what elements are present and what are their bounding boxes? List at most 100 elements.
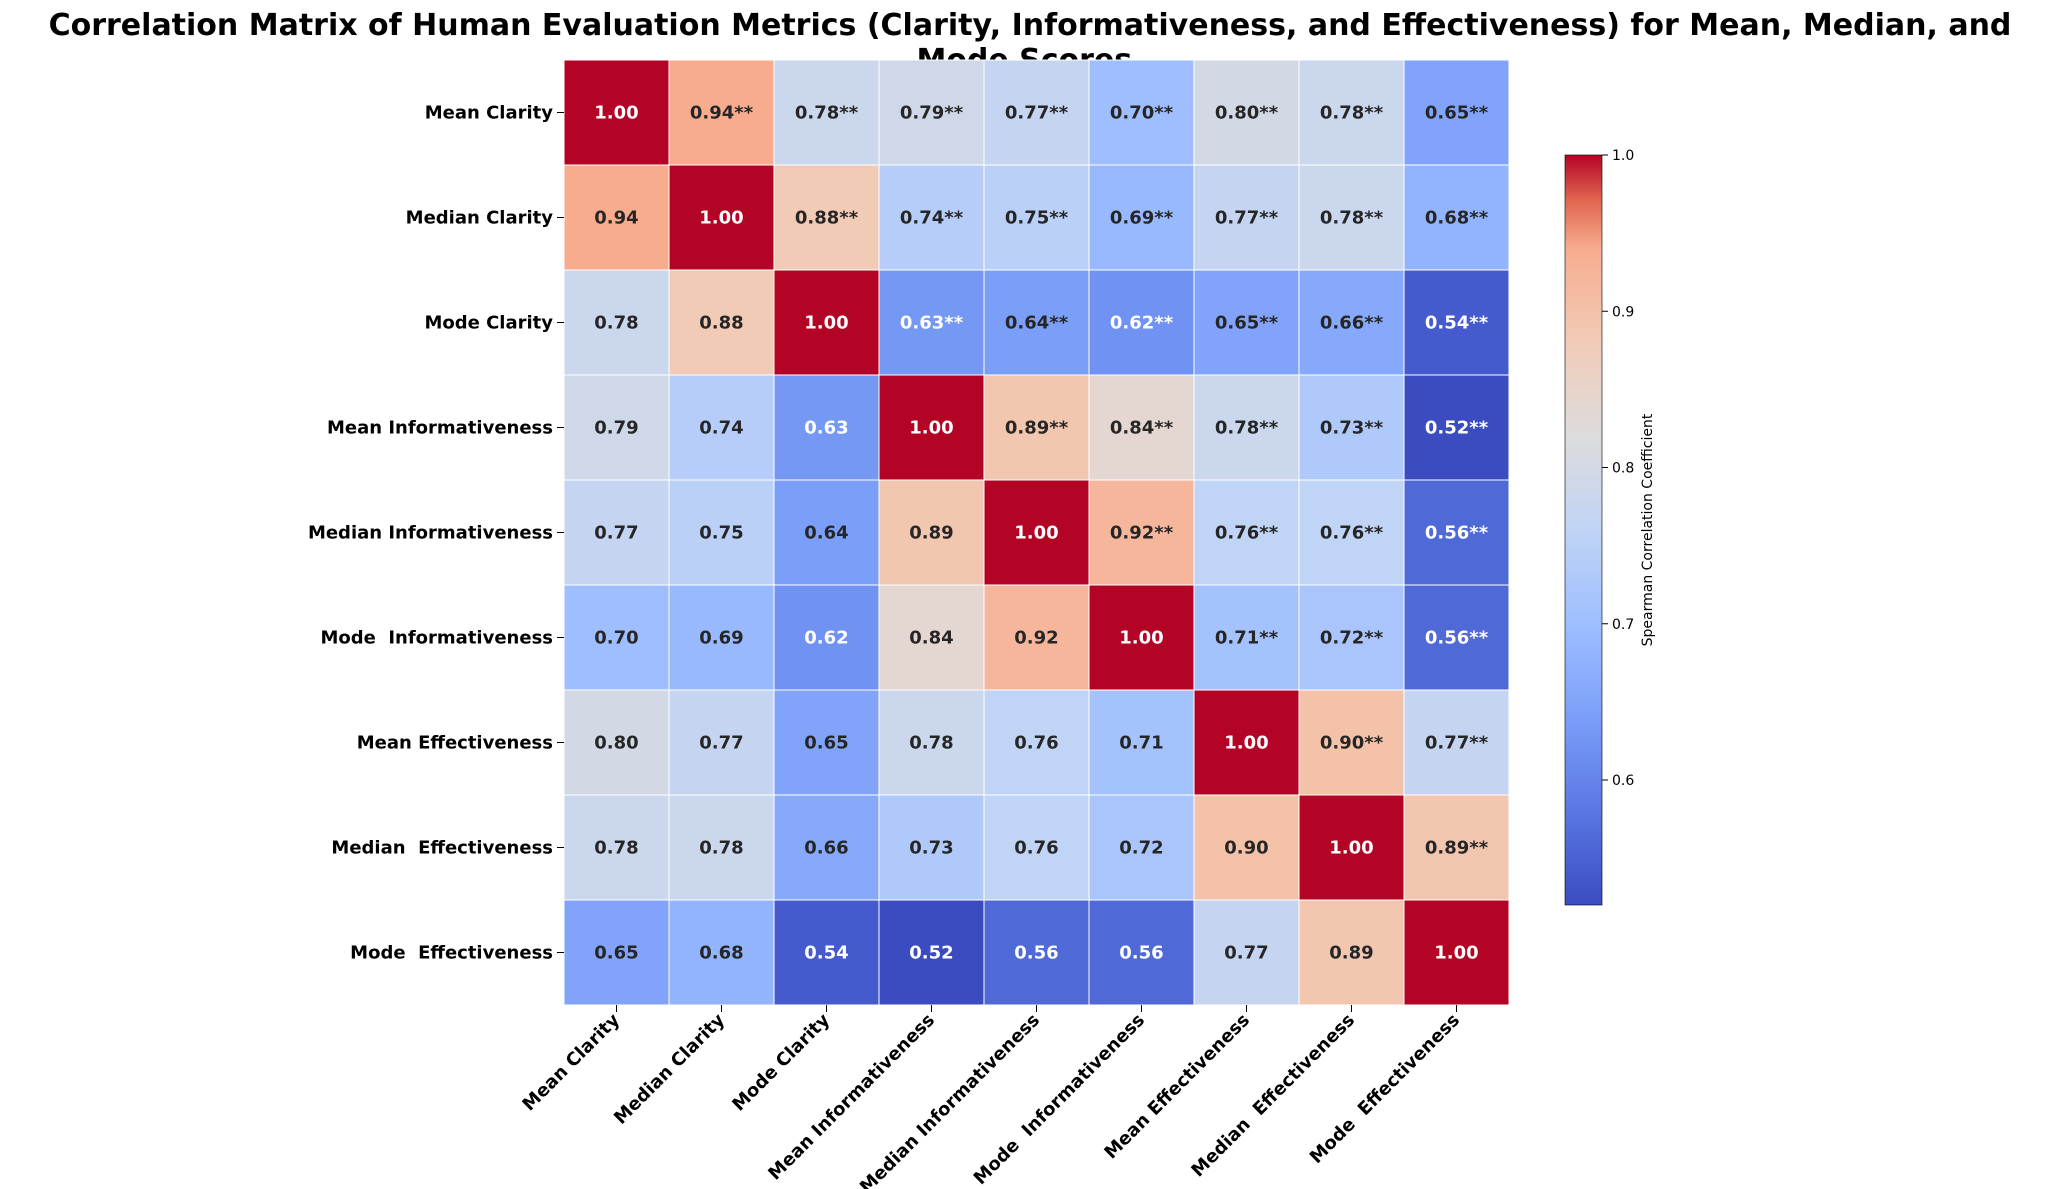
heatmap-cell xyxy=(773,374,880,481)
heatmap-cell-label: 0.52 xyxy=(909,943,953,964)
heatmap-cell xyxy=(563,794,670,901)
heatmap-cell-label: 0.75** xyxy=(1005,208,1069,229)
heatmap-cell xyxy=(878,689,985,796)
heatmap-cell-label: 0.78 xyxy=(594,838,638,859)
heatmap-cell xyxy=(773,689,880,796)
heatmap-cell-label: 0.77** xyxy=(1005,103,1069,124)
heatmap-cell-label: 0.66** xyxy=(1320,313,1384,334)
heatmap-cell xyxy=(1403,689,1510,796)
heatmap-cell-label: 1.00 xyxy=(1329,838,1373,859)
heatmap-cell xyxy=(1193,584,1300,691)
heatmap-cell xyxy=(1193,59,1300,166)
heatmap-cell-label: 0.89** xyxy=(1425,838,1489,859)
heatmap-cell-label: 0.84 xyxy=(909,628,953,649)
heatmap-cell-label: 0.62** xyxy=(1110,313,1174,334)
heatmap-cell-label: 0.89** xyxy=(1005,418,1069,439)
heatmap-cell xyxy=(983,584,1090,691)
heatmap-cell-label: 0.80 xyxy=(594,733,638,754)
y-tick-label: Median Informativeness xyxy=(308,523,553,544)
heatmap-cell-label: 0.77** xyxy=(1215,208,1279,229)
heatmap-cell xyxy=(1298,59,1405,166)
heatmap-cell-label: 0.75 xyxy=(699,523,743,544)
heatmap-cell xyxy=(1403,269,1510,376)
heatmap-cell xyxy=(563,689,670,796)
colorbar-label: Spearman Correlation Coefficient xyxy=(1640,413,1656,646)
heatmap-cell xyxy=(1088,374,1195,481)
heatmap-cell-label: 1.00 xyxy=(1014,523,1058,544)
heatmap-cell-label: 0.79 xyxy=(594,418,638,439)
y-axis-tick-labels: Mean Clarity Median Clarity Mode Clarity Me… xyxy=(308,103,564,964)
heatmap-cell-label: 0.94 xyxy=(594,208,638,229)
y-tick-label: Median Clarity xyxy=(406,208,554,229)
heatmap-cell-label: 0.80** xyxy=(1215,103,1279,124)
heatmap-cell xyxy=(1193,794,1300,901)
heatmap-cell-label: 1.00 xyxy=(594,103,638,124)
heatmap-cell xyxy=(1088,584,1195,691)
colorbar-tick-label: 0.8 xyxy=(1612,461,1634,477)
heatmap-cell xyxy=(1193,689,1300,796)
heatmap-cell xyxy=(1403,899,1510,1006)
heatmap-cell xyxy=(773,269,880,376)
heatmap-cell-label: 0.84** xyxy=(1110,418,1174,439)
heatmap-cell-label: 0.78 xyxy=(594,313,638,334)
heatmap-cell xyxy=(983,59,1090,166)
heatmap-cell xyxy=(563,164,670,271)
x-tick-label: Mode Informativeness xyxy=(970,1010,1149,1189)
heatmap-cell xyxy=(1298,374,1405,481)
y-tick-label: Mode Informativeness xyxy=(320,628,553,649)
heatmap-cell-label: 0.66 xyxy=(804,838,848,859)
heatmap-cell xyxy=(983,794,1090,901)
heatmap-cell xyxy=(1298,584,1405,691)
y-tick-label: Mean Clarity xyxy=(425,103,554,124)
heatmap-cell-label: 0.72 xyxy=(1119,838,1163,859)
heatmap-cell-label: 0.76** xyxy=(1320,523,1384,544)
heatmap-cell xyxy=(878,164,985,271)
colorbar-gradient xyxy=(1564,154,1603,906)
x-tick-label: Mean Informativeness xyxy=(764,1010,939,1185)
heatmap-cell-label: 0.74** xyxy=(900,208,964,229)
heatmap-cell xyxy=(1088,59,1195,166)
colorbar-tick-label: 0.6 xyxy=(1612,773,1634,789)
heatmap-cell xyxy=(563,479,670,586)
heatmap-cell-label: 0.64** xyxy=(1005,313,1069,334)
heatmap-cell xyxy=(563,374,670,481)
heatmap-cell-label: 0.89 xyxy=(1329,943,1373,964)
heatmap-cell-label: 1.00 xyxy=(1119,628,1163,649)
heatmap-cell xyxy=(983,479,1090,586)
heatmap-cell-label: 0.78** xyxy=(1320,103,1384,124)
heatmap-cell-label: 0.69 xyxy=(699,628,743,649)
heatmap-cell xyxy=(1403,794,1510,901)
heatmap-cell-label: 0.63 xyxy=(804,418,848,439)
colorbar-tick-label: 1.0 xyxy=(1612,148,1634,164)
colorbar-tick-label: 0.7 xyxy=(1612,617,1634,633)
heatmap-cell xyxy=(1088,479,1195,586)
heatmap-cell-label: 0.65 xyxy=(594,943,638,964)
heatmap-cell xyxy=(1403,479,1510,586)
heatmap-cell xyxy=(878,59,985,166)
heatmap-cell-label: 0.65 xyxy=(804,733,848,754)
heatmap-cell xyxy=(1088,269,1195,376)
x-tick-label: Median Informativeness xyxy=(856,1010,1044,1189)
heatmap-cell xyxy=(773,59,880,166)
heatmap-cell-label: 0.56** xyxy=(1425,523,1489,544)
heatmap-cell xyxy=(668,584,775,691)
heatmap-cell-label: 0.78** xyxy=(1320,208,1384,229)
heatmap-cell xyxy=(878,584,985,691)
heatmap-cell xyxy=(983,164,1090,271)
heatmap-cell-label: 1.00 xyxy=(909,418,953,439)
y-tick-label: Mean Informativeness xyxy=(327,418,553,439)
heatmap-cell-label: 0.73 xyxy=(909,838,953,859)
heatmap-cell xyxy=(668,164,775,271)
heatmap-cell-label: 0.77** xyxy=(1425,733,1489,754)
heatmap-cell xyxy=(773,794,880,901)
heatmap-cell xyxy=(983,689,1090,796)
heatmap-cell-label: 0.73** xyxy=(1320,418,1384,439)
heatmap-cell-label: 0.69** xyxy=(1110,208,1174,229)
colorbar-ticks: 0.6 0.7 0.8 0.9 1.0 xyxy=(1602,148,1634,789)
heatmap-cells: 1.00 0.94** 0.78** 0.79** 0.77** 0.70** 0.80**… xyxy=(563,59,1510,1006)
heatmap-cell xyxy=(983,374,1090,481)
heatmap-cell-label: 0.71** xyxy=(1215,628,1279,649)
heatmap-cell xyxy=(878,479,985,586)
heatmap-cell-label: 0.90** xyxy=(1320,733,1384,754)
